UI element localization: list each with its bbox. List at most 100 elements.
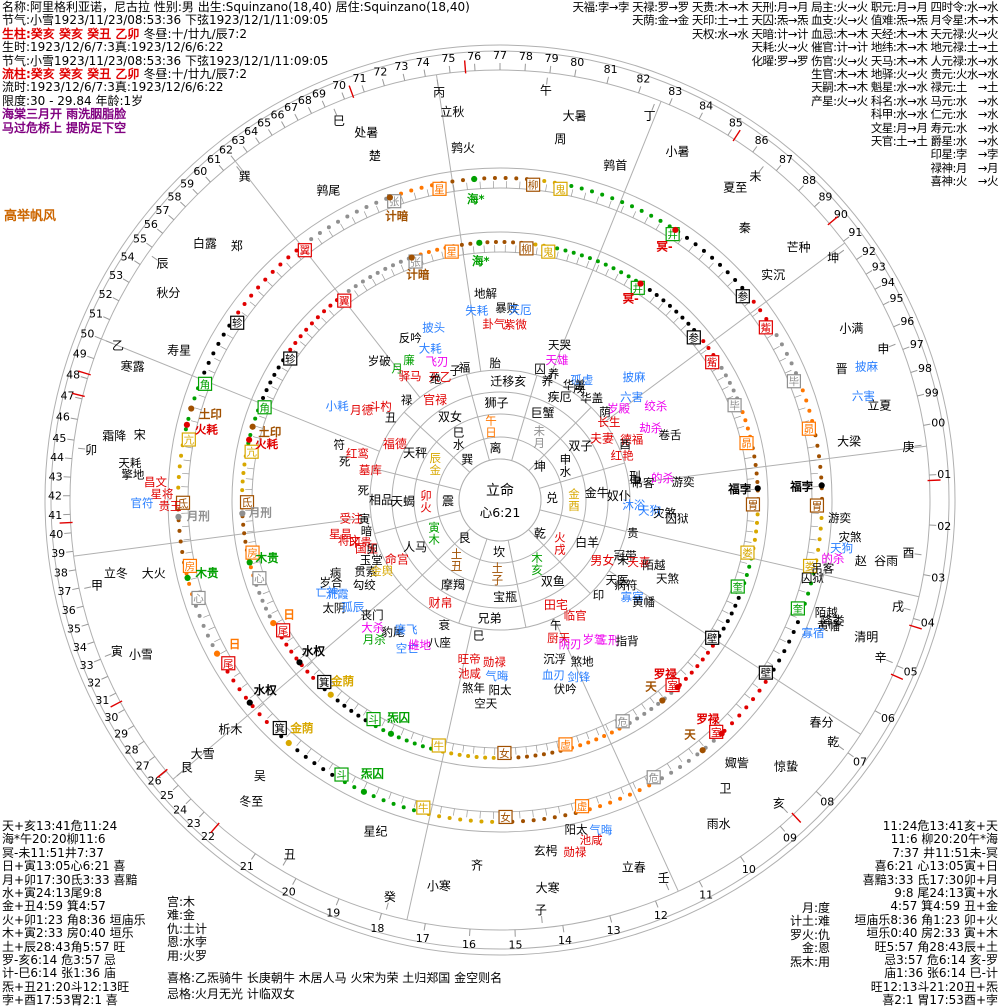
mansion-tick (746, 468, 753, 469)
planet-marker: 海* (467, 192, 485, 206)
mansion-tick (718, 272, 723, 277)
scale-tick (138, 741, 144, 745)
scale-number: 15 (509, 939, 523, 952)
branch-tick (889, 344, 896, 347)
scale-tick (336, 899, 339, 905)
mansion-tick (666, 310, 671, 315)
mansion-name: 壁 (761, 667, 772, 680)
mansion-dot (754, 463, 758, 467)
mansion-tick (282, 368, 288, 372)
star-name: 披麻 (855, 360, 878, 374)
mansion-dot (572, 251, 576, 255)
pattern-xi: 喜格:乙炁骑牛 长庚朝牛 木居人马 火宋为荣 土归郑国 金空则名 (167, 969, 502, 986)
mansion-dot (330, 773, 334, 777)
mansion-dot (244, 696, 248, 700)
mansion-dot (532, 818, 536, 822)
mansion-tick (727, 601, 733, 604)
mansion-tick (596, 265, 599, 271)
scale-number: 91 (848, 226, 862, 239)
star-name: 指背 (616, 634, 639, 648)
mansion-dot (678, 765, 682, 769)
mansion-tick (699, 254, 703, 259)
relation-row: 计土:难 (790, 915, 830, 928)
mansion-dot (733, 604, 737, 608)
mansion-dot (701, 339, 705, 343)
scale-tick (894, 324, 900, 327)
state-name: 宋 (134, 427, 146, 442)
mansion-dot (649, 707, 653, 711)
cycle-char: 绝 (430, 372, 442, 386)
mansion-dot (600, 193, 604, 197)
planet-marker: 炁囚 (386, 711, 410, 725)
mansion-dot (241, 523, 245, 527)
house-name: 男女 (590, 553, 614, 568)
mansion-tick (184, 539, 191, 540)
star-name: 驿马 (399, 369, 422, 383)
mansion-dot (304, 328, 308, 332)
mansion-dot (374, 201, 378, 205)
mansion-tick (727, 282, 732, 287)
mansion-tick (810, 539, 817, 540)
mansion-tick (300, 342, 305, 346)
birth-info-line: 生柱:癸亥 癸亥 癸丑 乙卯 冬昼:十/廿九/辰7:2 (2, 28, 470, 41)
mansion-dot (186, 417, 190, 421)
scale-number: 25 (160, 789, 174, 802)
zodiac-name: 天秤 (403, 446, 427, 460)
mansion-dot (271, 270, 275, 274)
mansion-name: 女 (499, 747, 510, 760)
cycle-char: 囚 (534, 362, 546, 376)
star-element-line: 印星:孛 →孛 (572, 148, 998, 161)
house-name: 疾厄 (547, 389, 571, 404)
star-name: 天雄 (546, 353, 569, 367)
zodiac-name: 狮子 (485, 396, 509, 410)
mansion-tick (401, 797, 403, 804)
mansion-tick (287, 263, 292, 268)
star-name: 失耗 (465, 303, 488, 317)
planet-dot (328, 692, 334, 698)
scale-number: 94 (881, 276, 895, 289)
mansion-tick (354, 704, 358, 710)
mansion-dot (511, 240, 515, 244)
zodiac-name: 天蝎 (391, 495, 415, 509)
scale-tick (917, 394, 924, 396)
mansion-name: 翼 (339, 296, 350, 308)
cycle-char: 戌 (573, 381, 585, 395)
mansion-name: 斗 (336, 770, 347, 782)
house-line (539, 463, 624, 488)
mansion-tick (584, 193, 586, 200)
mansion-dot (602, 734, 606, 738)
planet-dot (247, 700, 253, 706)
scale-number: 08 (820, 796, 834, 809)
mansion-dot (482, 176, 486, 180)
branch-tick (915, 554, 922, 555)
mansion-tick (337, 691, 341, 696)
mansion-tick (779, 639, 785, 642)
star-name: 大耗 (419, 341, 442, 355)
mansion-tick (746, 531, 753, 532)
mansion-tick (736, 704, 741, 709)
mansion-tick (674, 318, 679, 323)
mansion-dot (710, 256, 714, 260)
mansion-tick (722, 610, 728, 613)
scale-number: 32 (87, 677, 101, 690)
solar-term: 立春 (622, 859, 646, 874)
cycle-char: 胎 (489, 356, 501, 370)
birth-info-line: 海棠三月开 雨洗胭脂脸 (2, 108, 470, 121)
mansion-dot (327, 225, 331, 229)
branch-element: 子 (492, 573, 504, 587)
mansion-dot (598, 804, 602, 808)
mansion-dot (409, 188, 413, 192)
planet-degree-tick (792, 813, 801, 823)
planet-row: 炁+丑21:20斗12:13旺 (2, 981, 146, 994)
scale-number: 24 (173, 803, 187, 816)
relations-left: 宫:木难:金仇:土计恩:水孛用:火罗 (167, 896, 207, 963)
star-name: 囚狱 (801, 571, 824, 585)
branch-element: 木 (428, 533, 440, 547)
trigram-name: 兑 (546, 491, 558, 505)
mansion-tick (621, 788, 624, 794)
mansion-dot (243, 540, 247, 544)
stem-branch: 寅 (111, 644, 123, 659)
mansion-dot (619, 270, 623, 274)
